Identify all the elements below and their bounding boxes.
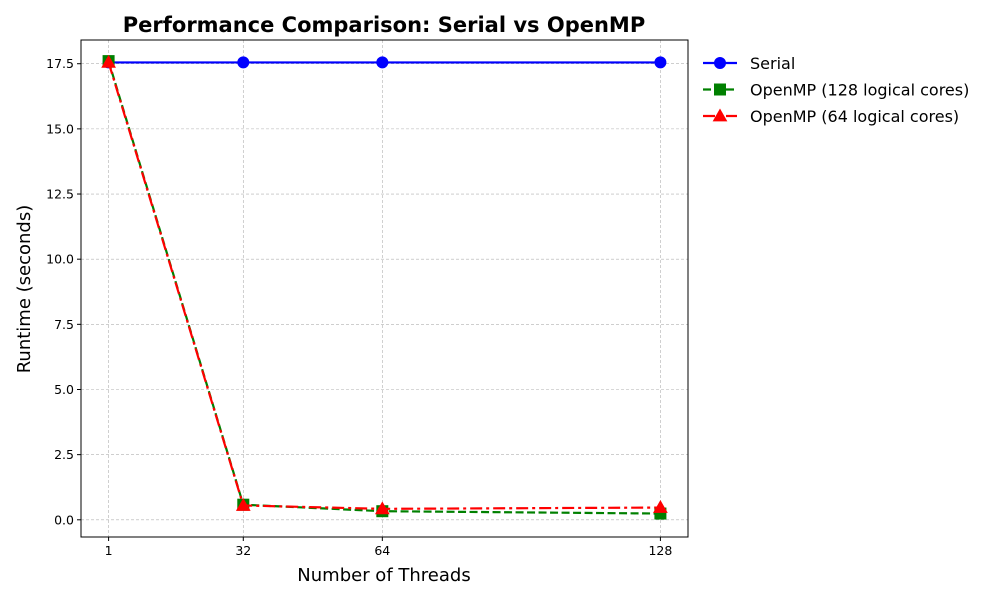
data-point-2-0 — [101, 54, 116, 68]
y-tick-label-4: 10.0 — [46, 252, 74, 267]
series-1 — [102, 55, 667, 520]
legend-item-1: OpenMP (128 logical cores) — [703, 81, 969, 100]
x-axis-label: Number of Threads — [297, 565, 470, 586]
legend-label-1: OpenMP (128 logical cores) — [750, 81, 969, 100]
series-0 — [102, 56, 667, 69]
x-axis: 1 32 64 128 — [105, 537, 672, 558]
x-tick-label-3: 128 — [648, 543, 672, 558]
grid — [81, 40, 688, 537]
legend-label-2: OpenMP (64 logical cores) — [750, 107, 959, 126]
plot-frame — [80, 39, 689, 538]
x-tick-label-1: 32 — [235, 543, 251, 558]
y-tick-label-5: 12.5 — [46, 187, 74, 202]
legend-marker-2 — [712, 108, 728, 122]
y-tick-label-1: 2.5 — [54, 447, 74, 462]
x-tick-label-2: 64 — [374, 543, 390, 558]
legend: Serial OpenMP (128 logical cores) OpenMP (… — [703, 54, 969, 126]
y-tick-label-0: 0.0 — [54, 512, 74, 527]
series-2 — [101, 54, 668, 515]
data-point-2-2 — [374, 501, 390, 515]
data-point-0-2 — [376, 56, 389, 69]
data-point-0-1 — [237, 56, 250, 69]
y-tick-label-6: 15.0 — [46, 121, 74, 136]
y-tick-label-3: 7.5 — [54, 317, 74, 332]
x-tick-label-0: 1 — [105, 543, 113, 558]
data-point-2-3 — [653, 500, 668, 513]
legend-label-0: Serial — [750, 54, 795, 73]
series-layer — [101, 54, 668, 520]
y-tick-label-2: 5.0 — [54, 382, 74, 397]
legend-item-0: Serial — [703, 54, 795, 73]
chart-title: Performance Comparison: Serial vs OpenMP — [123, 13, 645, 37]
legend-item-2: OpenMP (64 logical cores) — [703, 107, 959, 126]
series-line-2 — [107, 62, 661, 510]
y-axis: 0.0 2.5 5.0 7.5 10.0 12.5 15.0 17.5 — [46, 56, 81, 527]
data-point-2-1 — [235, 497, 251, 511]
y-tick-label-7: 17.5 — [46, 56, 74, 71]
legend-marker-0 — [714, 57, 726, 69]
legend-marker-1 — [714, 83, 726, 96]
y-axis-label: Runtime (seconds) — [14, 205, 35, 374]
data-point-0-3 — [654, 56, 667, 69]
